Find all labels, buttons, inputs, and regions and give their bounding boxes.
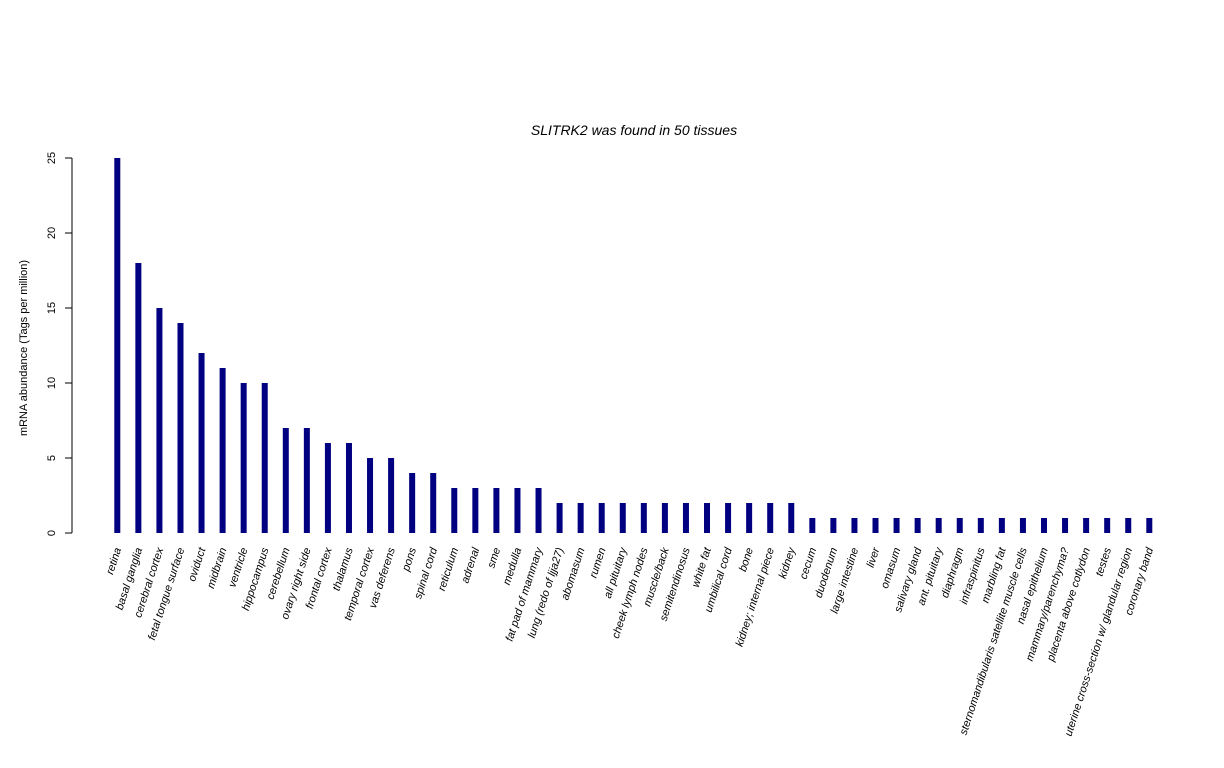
bar — [956, 518, 963, 533]
x-tick-label: bone — [737, 546, 756, 573]
bar — [577, 503, 584, 533]
bar — [156, 308, 163, 533]
y-axis-label: mRNA abundance (Tags per million) — [18, 260, 30, 436]
bar — [1146, 518, 1153, 533]
bar — [367, 458, 374, 533]
bar — [135, 263, 142, 533]
x-tick-label: ventricle — [226, 546, 250, 589]
bar — [1104, 518, 1111, 533]
y-tick-label: 20 — [46, 227, 58, 239]
bar — [725, 503, 732, 533]
bar — [619, 503, 626, 533]
bar — [809, 518, 816, 533]
bar — [198, 353, 205, 533]
bars-group — [114, 158, 1153, 533]
y-axis: 0 5 10 15 20 25 — [46, 152, 73, 536]
x-tick-label: adrenal — [459, 546, 482, 585]
x-tick-label: testes — [1094, 546, 1115, 578]
x-tick-label: midbrain — [205, 546, 229, 590]
bar — [282, 428, 289, 533]
bar — [345, 443, 352, 533]
bar — [493, 488, 500, 533]
bar — [682, 503, 689, 533]
y-tick-label: 25 — [46, 152, 58, 164]
bar — [767, 503, 774, 533]
y-tick-label: 5 — [46, 455, 58, 461]
y-tick-label: 0 — [46, 530, 58, 536]
bar — [598, 503, 605, 533]
bar — [788, 503, 795, 533]
bar — [1062, 518, 1069, 533]
bar — [324, 443, 331, 533]
x-tick-label: rumen — [588, 546, 609, 579]
bar — [640, 503, 647, 533]
x-tick-label: liver — [865, 545, 883, 569]
chart-title: SLITRK2 was found in 50 tissues — [531, 122, 737, 138]
bar — [535, 488, 542, 533]
x-tick-label: kidney — [777, 545, 799, 580]
bar — [935, 518, 942, 533]
bar — [1083, 518, 1090, 533]
bar — [998, 518, 1005, 533]
bar — [303, 428, 310, 533]
bar — [1019, 518, 1026, 533]
x-tick-label: medulla — [501, 546, 524, 586]
x-tick-label: oviduct — [186, 545, 208, 583]
bar — [514, 488, 521, 533]
bar — [409, 473, 416, 533]
bar — [977, 518, 984, 533]
bar — [746, 503, 753, 533]
bar — [872, 518, 879, 533]
bar — [261, 383, 268, 533]
x-tick-label: cecum — [798, 546, 819, 581]
bar — [1125, 518, 1132, 533]
y-tick-label: 15 — [46, 302, 58, 314]
x-tick-label: reticulum — [436, 546, 461, 592]
x-tick-label: pons — [400, 546, 419, 574]
bar — [851, 518, 858, 533]
bar — [114, 158, 121, 533]
y-tick-label: 10 — [46, 377, 58, 389]
x-tick-label: omasum — [879, 546, 903, 590]
bar — [914, 518, 921, 533]
bar — [830, 518, 837, 533]
bar — [177, 323, 184, 533]
bar — [219, 368, 226, 533]
bar — [893, 518, 900, 533]
x-tick-label: retina — [104, 546, 124, 576]
bar — [556, 503, 563, 533]
bar — [1040, 518, 1047, 533]
bar — [240, 383, 247, 533]
bar — [704, 503, 711, 533]
bar — [388, 458, 395, 533]
bar — [472, 488, 479, 533]
bar — [451, 488, 458, 533]
bar — [430, 473, 437, 533]
x-tick-label: white fat — [690, 545, 714, 589]
x-tick-label: sme — [485, 546, 503, 569]
bar — [661, 503, 668, 533]
